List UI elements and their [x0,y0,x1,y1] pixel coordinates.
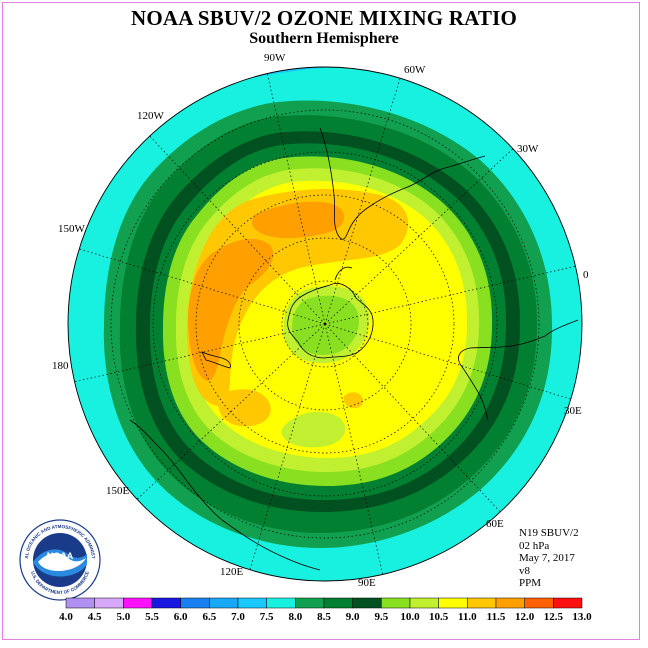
australia-coastline [129,419,321,571]
date-label: May 7, 2017 [519,552,575,564]
colorbar-tick-label: 8.0 [288,611,302,623]
colorbar-swatch [323,597,353,609]
colorbar-tick-label: 5.5 [145,611,159,623]
meridian-line-inner [324,323,367,337]
colorbar-tick-label: 6.5 [202,611,216,623]
colorbar-tick-label: 7.0 [231,611,245,623]
longitude-labels: 90W 60W 30W 0 30E 60E 90E 120E 150E 180 … [52,52,589,589]
colorbar-swatch [409,597,439,609]
page-subtitle: Southern Hemisphere [249,30,399,47]
colorbar-tick-label: 4.0 [59,611,73,623]
antarctica-coastline [287,266,374,359]
colorbar-swatch [295,597,325,609]
colorbar-swatch [352,597,382,609]
graticule [110,109,540,539]
meridian-line-inner [312,323,326,366]
colorbar-swatch [237,597,267,609]
lon-label-150e: 150E [106,485,130,497]
band-12-0-west [188,238,274,381]
colorbar-tick-label: 5.0 [116,611,130,623]
map-boundary [67,66,583,582]
colorbar-tick-label: 11.5 [487,611,506,623]
band-12-0-east [354,199,407,248]
colorbar-tick-label: 10.0 [400,611,420,623]
lon-label-60e: 60E [486,518,504,530]
band-11-0-patch-south [218,389,271,427]
noaa-logo: NATIONAL OCEANIC AND ATMOSPHERIC ADMINIS… [18,518,101,601]
colorbar-tick-label: 4.5 [88,611,102,623]
colorbar-tick-label: 13.0 [572,611,592,623]
colorbar-swatch [438,597,468,609]
new-zealand-coastline [201,351,231,369]
colorbar-labels: 4.0 4.5 5.0 5.5 6.0 6.5 7.0 7.5 8.0 8.5 9.0 9.5 10.0… [59,611,592,623]
colorbar-swatch [266,597,296,609]
colorbar-swatch [65,597,95,609]
colorbar-tick-label: 7.5 [260,611,274,623]
lon-label-60w: 60W [404,64,426,76]
band-10-0-south-lobe [281,411,346,448]
lon-label-30e: 30E [564,405,582,417]
meridian-line-inner [324,282,338,325]
page-title: NOAA SBUV/2 OZONE MIXING RATIO [131,6,517,30]
colorbar-swatch [495,597,525,609]
colorbar-swatch [94,597,124,609]
lon-label-30w: 30W [517,143,539,155]
colorbar-tick-label: 10.5 [429,611,449,623]
colorbar-tick-label: 8.5 [317,611,331,623]
colorbar-tick-label: 12.0 [515,611,535,623]
meridian-line-inner [293,323,326,354]
meridian-line-inner [283,311,326,325]
colorbar-swatches [65,597,583,609]
pressure-label: 02 hPa [519,539,550,552]
version-label: v8 [519,564,530,577]
colorbar-swatch [180,597,210,609]
logo-center-text: NOAA [47,551,74,561]
ozone-field [68,67,582,581]
colorbar-tick-label: 12.5 [544,611,564,623]
colorbar-swatch [524,597,554,609]
lon-label-0: 0 [583,269,589,281]
meridian-line-inner [295,292,326,325]
satellite-label: N19 SBUV/2 [519,527,579,539]
band-11-0-patch-dot [343,392,364,409]
band-12-0-north [251,201,345,239]
colorbar-tick-label: 9.0 [346,611,360,623]
meridian-line-inner [324,323,355,356]
colorbar-swatch [553,597,583,609]
colorbar-swatch [381,597,411,609]
lon-label-120w: 120W [137,110,165,122]
colorbar-swatch [151,597,181,609]
lon-label-150w: 150W [58,223,86,235]
lon-label-90w: 90W [264,52,286,64]
colorbar-swatch [209,597,239,609]
colorbar-swatch [467,597,497,609]
colorbar-swatch [123,597,153,609]
colorbar-tick-label: 11.0 [458,611,477,623]
lon-label-90e: 90E [358,577,376,589]
lon-label-120e: 120E [220,566,244,578]
africa-coastline [458,319,579,421]
meridian-lines [74,73,576,575]
colorbar-tick-label: 9.5 [374,611,388,623]
units-label: PPM [519,577,542,589]
info-block: N19 SBUV/2 02 hPa May 7, 2017 v8 PPM [519,527,579,590]
meridian-line-inner [324,294,357,325]
colorbar-tick-label: 6.0 [174,611,188,623]
lon-label-180: 180 [52,360,69,372]
